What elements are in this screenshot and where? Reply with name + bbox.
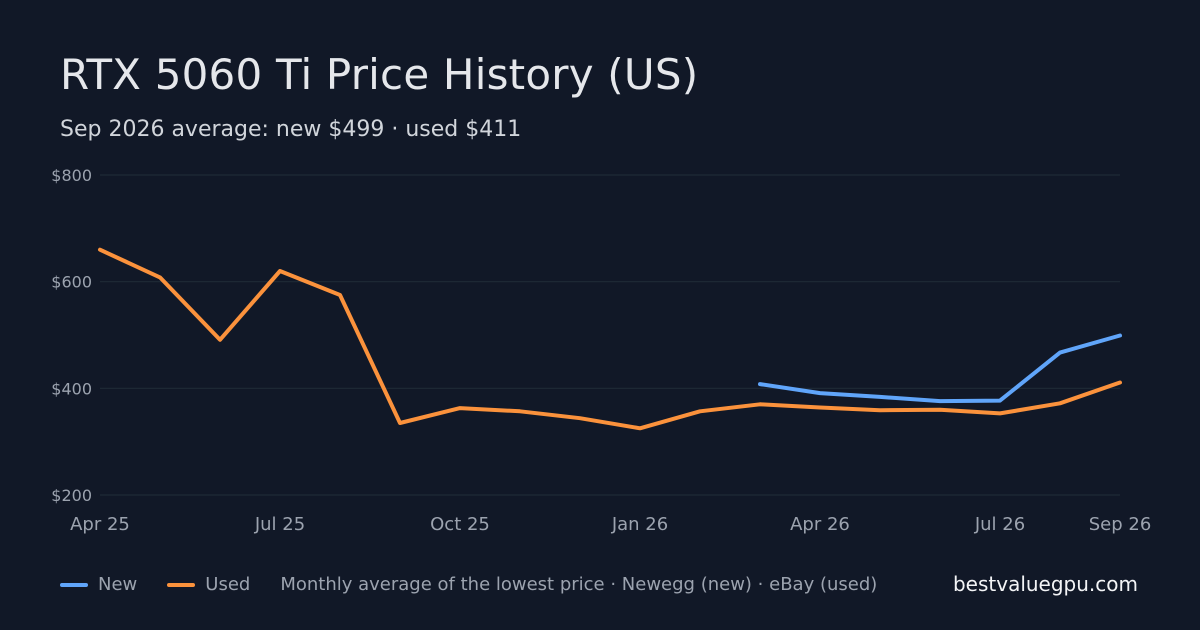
x-tick-label: Jul 26 (974, 514, 1025, 535)
legend-label-used: Used (205, 574, 251, 595)
legend-item-new: New (60, 574, 137, 595)
legend: New Used Monthly average of the lowest p… (60, 574, 877, 595)
y-tick-label: $200 (51, 486, 92, 505)
y-tick-label: $400 (51, 379, 92, 398)
y-tick-label: $800 (51, 166, 92, 185)
legend-note: Monthly average of the lowest price · Ne… (280, 574, 878, 595)
chart-subtitle: Sep 2026 average: new $499 · used $411 (60, 117, 522, 142)
x-tick-label: Jul 25 (254, 514, 305, 535)
legend-label-new: New (98, 574, 138, 595)
site-name: bestvaluegpu.com (952, 572, 1138, 596)
legend-swatch-new (60, 582, 88, 587)
x-tick-label: Apr 26 (790, 514, 850, 535)
chart-title: RTX 5060 Ti Price History (US) (60, 50, 699, 99)
x-tick-label: Apr 25 (70, 514, 130, 535)
series-line-used (98, 247, 1122, 431)
x-tick-label: Sep 26 (1089, 514, 1152, 535)
x-tick-label: Jan 26 (611, 514, 668, 535)
legend-swatch-used (167, 582, 196, 587)
legend-item-used: Used (167, 574, 250, 595)
series-line-new (758, 333, 1122, 404)
x-tick-label: Oct 25 (430, 514, 490, 535)
y-tick-label: $600 (51, 273, 92, 292)
